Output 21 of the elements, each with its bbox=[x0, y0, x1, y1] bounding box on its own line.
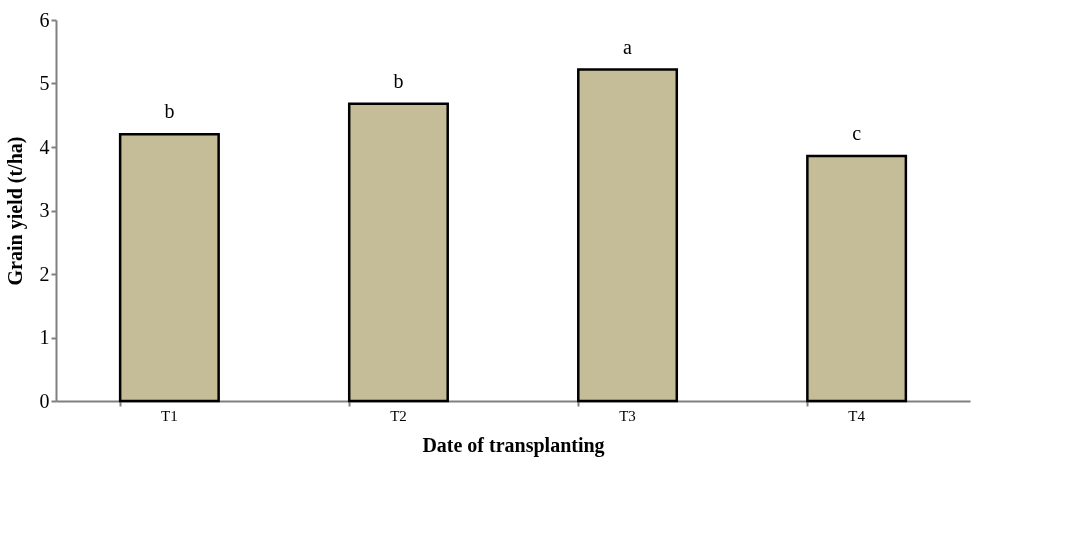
annotation: b bbox=[164, 100, 175, 123]
x-tick-label: T3 bbox=[619, 407, 636, 424]
y-tick-label: 0 bbox=[39, 389, 50, 412]
annotation: a bbox=[623, 35, 633, 58]
bar bbox=[806, 154, 908, 403]
annotation: b bbox=[393, 69, 404, 92]
x-tick-label: T2 bbox=[390, 407, 407, 424]
y-tick-label: 3 bbox=[39, 199, 50, 221]
y-tick-label: 1 bbox=[39, 326, 50, 348]
y-tick-label: 2 bbox=[39, 262, 50, 285]
x-axis-title: Date of transplanting bbox=[422, 433, 605, 457]
bar bbox=[118, 133, 220, 403]
bar bbox=[347, 102, 449, 403]
y-axis-title: Grain yield (t/ha) bbox=[3, 136, 27, 286]
annotation: c bbox=[852, 121, 862, 144]
y-tick-label: 5 bbox=[39, 72, 50, 94]
x-tick-label: T4 bbox=[848, 407, 866, 424]
y-tick-label: 6 bbox=[39, 8, 50, 31]
x-tick-label: T1 bbox=[161, 407, 178, 424]
bar bbox=[577, 68, 679, 403]
y-tick-label: 4 bbox=[39, 135, 50, 158]
